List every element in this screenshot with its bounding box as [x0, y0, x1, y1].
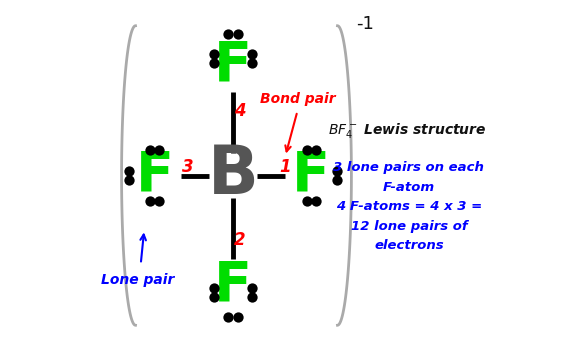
- Point: [233, 314, 242, 319]
- Point: [233, 32, 242, 37]
- Point: [146, 198, 155, 203]
- Text: 1: 1: [280, 158, 291, 176]
- Text: $BF_4^-$ Lewis structure: $BF_4^-$ Lewis structure: [328, 121, 486, 140]
- Point: [333, 168, 342, 174]
- Text: F: F: [214, 39, 252, 93]
- Text: -1: -1: [357, 15, 374, 33]
- Point: [209, 294, 218, 299]
- Point: [224, 32, 233, 37]
- Point: [155, 148, 164, 153]
- Text: Lone pair: Lone pair: [100, 273, 174, 287]
- Text: 2: 2: [234, 231, 246, 249]
- Text: F: F: [136, 148, 174, 203]
- Point: [311, 148, 320, 153]
- Point: [248, 61, 257, 66]
- Text: Bond pair: Bond pair: [260, 92, 335, 106]
- Point: [311, 198, 320, 203]
- Text: B: B: [208, 143, 259, 208]
- Point: [124, 168, 133, 174]
- Text: F: F: [214, 258, 252, 312]
- Point: [224, 314, 233, 319]
- Point: [248, 52, 257, 57]
- Point: [209, 52, 218, 57]
- Point: [146, 148, 155, 153]
- Text: 3: 3: [182, 158, 193, 176]
- Point: [124, 177, 133, 183]
- Point: [209, 61, 218, 66]
- Point: [248, 285, 257, 290]
- Point: [302, 148, 311, 153]
- Text: 3 lone pairs on each
F-atom
4 F-atoms = 4 x 3 =
12 lone pairs of
electrons: 3 lone pairs on each F-atom 4 F-atoms = …: [333, 161, 484, 252]
- Text: F: F: [293, 148, 331, 203]
- Text: 4: 4: [234, 102, 246, 120]
- Point: [209, 285, 218, 290]
- Point: [302, 198, 311, 203]
- Point: [155, 198, 164, 203]
- Point: [248, 294, 257, 299]
- Point: [333, 177, 342, 183]
